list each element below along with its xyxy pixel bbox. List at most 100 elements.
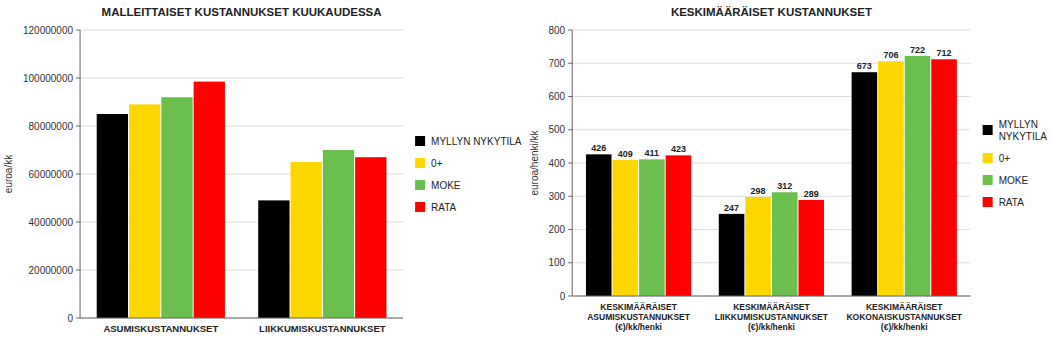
chart-panel: KESKIMÄÄRÄISET KUSTANNUKSET euroa/henki/k… (529, 6, 1048, 332)
legend-swatch (415, 158, 425, 168)
y-tick (76, 318, 80, 319)
bar (613, 160, 639, 296)
grid-line (572, 30, 970, 31)
legend-swatch (983, 197, 993, 207)
y-tick-label: 120000000 (23, 25, 73, 36)
bar (194, 82, 225, 318)
bar (291, 162, 322, 318)
text-line: 0+ (999, 153, 1011, 164)
y-tick-label: 200 (549, 224, 566, 235)
grid-line (80, 222, 403, 223)
y-tick-label: 0 (560, 291, 566, 302)
bar (129, 104, 160, 318)
text-line: MOKE (431, 180, 461, 191)
bar (931, 59, 957, 296)
text-line: ASUMISKUSTANNUKSET (587, 312, 691, 322)
y-axis-label: euroa/henki/kk (529, 129, 540, 195)
x-axis-line (80, 318, 403, 319)
y-tick (568, 296, 572, 297)
text-line: LIIKKUMISKUSTANNUKSET (259, 323, 386, 334)
bar (852, 72, 878, 296)
x-tick-label: KESKIMÄÄRÄISETKOKONAISKUSTANNUKSET(€)/kk… (846, 302, 962, 332)
y-tick (568, 63, 572, 64)
data-label: 411 (645, 148, 660, 158)
text-line: (€)/kk/henki (881, 322, 928, 332)
chart-panel: MALLEITTAISET KUSTANNUKSET KUUKAUDESSA eu… (3, 6, 522, 334)
y-tick (568, 129, 572, 130)
grid-line (80, 174, 403, 175)
data-label: 409 (618, 149, 633, 159)
bar (719, 214, 745, 296)
data-label: 312 (777, 181, 792, 191)
y-tick-label: 700 (549, 58, 566, 69)
y-axis-line (80, 30, 81, 318)
legend-swatch (415, 180, 425, 190)
x-tick-label: ASUMISKUSTANNUKSET (103, 323, 218, 334)
y-tick-label: 20000000 (29, 265, 74, 276)
legend-entry: MOKE (431, 180, 461, 191)
bar (798, 200, 824, 296)
legend-entry: MYLLYNNYKYTILA (999, 119, 1048, 142)
text-line: MYLLYN (999, 119, 1038, 130)
y-tick-label: 100 (549, 257, 566, 268)
bar (878, 61, 904, 296)
y-tick (76, 30, 80, 31)
y-axis-line (572, 30, 573, 296)
text-line: 0+ (431, 158, 443, 169)
bars (97, 82, 387, 318)
bar (323, 150, 354, 318)
text-line: MYLLYN NYKYTILA (431, 136, 522, 147)
legend-entry: RATA (431, 202, 457, 213)
legend-entry: RATA (999, 197, 1025, 208)
legend-swatch (415, 202, 425, 212)
y-axis-label: euroa/kk (3, 154, 14, 193)
text-line: KESKIMÄÄRÄISET (866, 302, 943, 312)
y-tick-label: 100000000 (23, 73, 73, 84)
data-label: 712 (937, 48, 952, 58)
legend: MYLLYN NYKYTILA 0+ MOKE RATA (415, 136, 522, 213)
bars (586, 56, 957, 296)
chart-title: MALLEITTAISET KUSTANNUKSET KUUKAUDESSA (102, 6, 382, 18)
grid-line (80, 78, 403, 79)
legend-entry: MOKE (999, 175, 1029, 186)
grid-line (572, 296, 970, 297)
y-tick (568, 30, 572, 31)
text-line: LIIKKUMISKUSTANNUKSET (715, 312, 829, 322)
y-tick (76, 174, 80, 175)
data-label: 298 (751, 186, 766, 196)
data-labels: 426247673409298706411312722423289712 (591, 45, 951, 213)
legend-swatch (983, 125, 993, 135)
text-line: KESKIMÄÄRÄISET (600, 302, 677, 312)
grid-line (80, 318, 403, 319)
legend-entry: MYLLYN NYKYTILA (431, 136, 522, 147)
bar (639, 159, 665, 296)
data-label: 722 (910, 45, 925, 55)
bar (161, 97, 192, 318)
legend-entry: 0+ (431, 158, 443, 169)
data-label: 426 (591, 143, 606, 153)
text-line: (€)/kk/henki (748, 322, 795, 332)
y-tick-label: 0 (68, 313, 74, 324)
y-tick-label: 40000000 (29, 217, 74, 228)
grid-line (80, 30, 403, 31)
x-tick-label: KESKIMÄÄRÄISETASUMISKUSTANNUKSET(€)/kk/h… (587, 302, 691, 332)
y-tick-label: 300 (549, 191, 566, 202)
x-axis-line (572, 296, 970, 297)
text-line: RATA (431, 202, 457, 213)
y-tick (76, 126, 80, 127)
y-tick-label: 60000000 (29, 169, 74, 180)
data-label: 423 (671, 144, 686, 154)
y-tick-label: 400 (549, 158, 566, 169)
y-tick-label: 80000000 (29, 121, 74, 132)
y-tick (568, 262, 572, 263)
y-tick (568, 96, 572, 97)
bar (666, 155, 692, 296)
grid-line (80, 270, 403, 271)
legend-entry: 0+ (999, 153, 1011, 164)
y-tick-label: 800 (549, 25, 566, 36)
chart-title: KESKIMÄÄRÄISET KUSTANNUKSET (671, 6, 872, 18)
legend-swatch (983, 175, 993, 185)
data-label: 706 (883, 50, 898, 60)
legend-swatch (415, 136, 425, 146)
text-line: MOKE (999, 175, 1029, 186)
